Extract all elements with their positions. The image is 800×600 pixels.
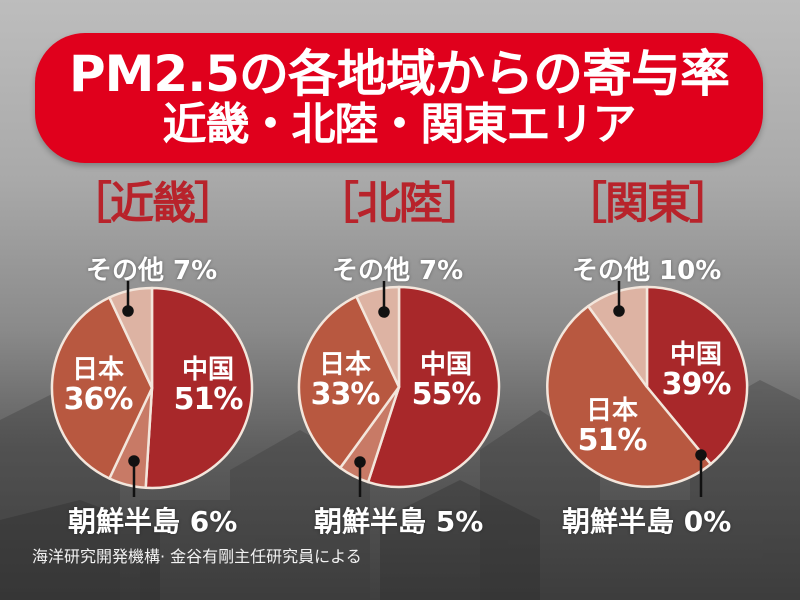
title-line-2: 近畿・北陸・関東エリア (162, 99, 637, 151)
label-other-kinki: その他 7% (86, 256, 218, 286)
label-japan-name: 日本 (71, 355, 124, 385)
label-china-pct: 39% (661, 367, 732, 402)
leader-dot-other-kanto (613, 305, 625, 317)
slice-china (366, 285, 501, 489)
label-other-hokuriku: その他 7% (332, 256, 464, 286)
label-china-kanto: 中国 39% (656, 340, 736, 400)
label-japan-kanto: 日本 51% (572, 396, 652, 456)
label-japan-name: 日本 (585, 396, 638, 426)
label-china-hokuriku: 中国 55% (406, 350, 486, 410)
slice-japan (50, 296, 154, 480)
leader-dot-other-hokuriku (378, 306, 390, 318)
leader-dot-korea-hokuriku (354, 456, 366, 468)
label-china-name: 中国 (419, 350, 472, 380)
label-china-name: 中国 (181, 355, 234, 385)
slice-other (108, 286, 154, 390)
leader-dot-korea-kinki (128, 455, 140, 467)
label-korea-kanto: 朝鮮半島 0% (562, 505, 732, 538)
label-japan-name: 日本 (318, 350, 371, 380)
label-japan-pct: 33% (310, 377, 381, 412)
label-china-pct: 55% (411, 377, 482, 412)
source-credit: 海洋研究開発機構· 金谷有剛主任研究員による (32, 547, 362, 566)
label-korea-kinki: 朝鮮半島 6% (68, 505, 238, 538)
label-japan-hokuriku: 日本 33% (305, 350, 385, 410)
label-korea-hokuriku: 朝鮮半島 5% (314, 505, 484, 538)
leader-dot-korea-kanto (695, 449, 707, 461)
label-china-name: 中国 (669, 340, 722, 370)
label-other-kanto: その他 10% (572, 256, 722, 286)
slice-other (586, 285, 649, 389)
pie-kanto (546, 285, 749, 488)
label-china-kinki: 中国 51% (168, 355, 248, 415)
slice-japan (546, 304, 712, 488)
pie-hokuriku (297, 285, 501, 489)
leader-dot-other-kinki (122, 305, 134, 317)
label-japan-pct: 51% (577, 423, 648, 458)
slice-china (144, 286, 254, 490)
title-line-1: PM2.5の各地域からの寄与率 (69, 44, 730, 103)
label-japan-kinki: 日本 36% (58, 355, 138, 415)
region-header-kanto: ［関東］ (563, 178, 733, 229)
pie-kinki (50, 286, 254, 490)
label-china-pct: 51% (173, 382, 244, 417)
title-banner: PM2.5の各地域からの寄与率 近畿・北陸・関東エリア (35, 33, 763, 163)
region-header-hokuriku: ［北陸］ (315, 178, 485, 229)
slice-china (645, 285, 749, 466)
region-header-kinki: ［近畿］ (68, 178, 238, 229)
label-japan-pct: 36% (63, 382, 134, 417)
slice-japan (297, 295, 401, 470)
